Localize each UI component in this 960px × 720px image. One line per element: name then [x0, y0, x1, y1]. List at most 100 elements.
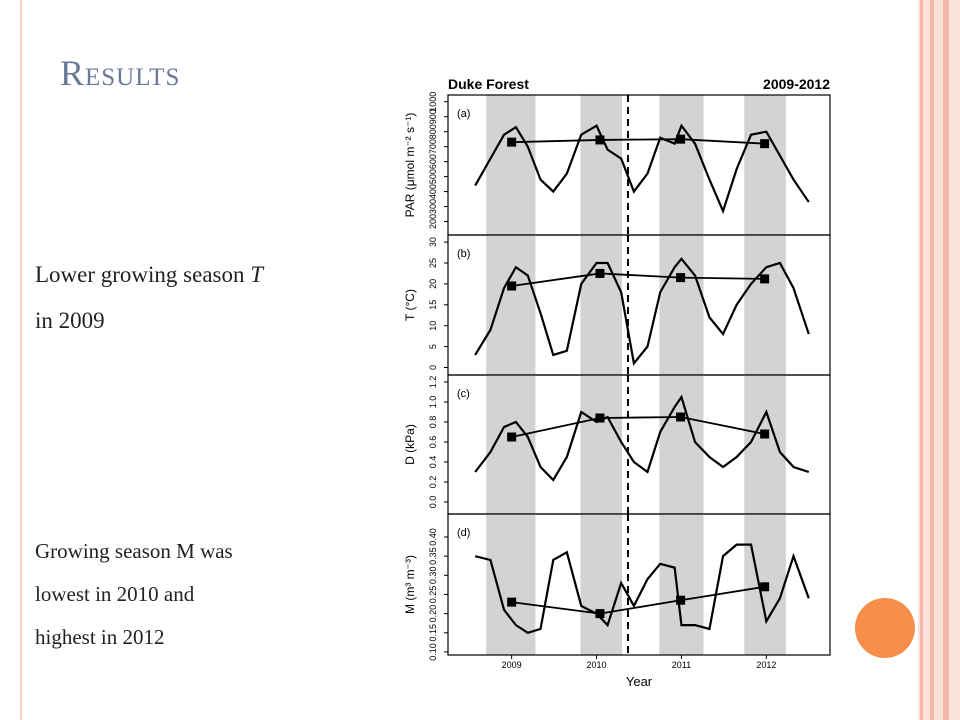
y-tick-label: 10	[428, 321, 438, 331]
y-tick-label: 700	[428, 139, 438, 154]
y-tick-label: 0.25	[428, 586, 438, 604]
y-tick-label: 0.40	[428, 528, 438, 546]
annual-point	[676, 134, 686, 144]
season-band	[580, 235, 623, 375]
annual-point	[595, 609, 605, 619]
annual-point	[760, 429, 770, 439]
season-band	[659, 514, 704, 655]
y-axis-label: M (m³ m⁻³)	[403, 555, 417, 614]
border-stripe	[920, 0, 923, 720]
data-line	[474, 394, 810, 482]
y-tick-label: 30	[428, 237, 438, 247]
accent-circle	[855, 598, 915, 658]
y-tick-label: 0.30	[428, 567, 438, 585]
annual-point	[676, 412, 686, 422]
x-tick-label: 2012	[756, 660, 776, 670]
y-tick-label: 0.15	[428, 624, 438, 642]
y-axis-label: D (kPa)	[403, 424, 417, 465]
y-tick-label: 300	[428, 199, 438, 214]
y-tick-label: 0.8	[428, 416, 438, 429]
y-tick-label: 0.0	[428, 496, 438, 509]
season-band	[744, 235, 786, 375]
border-band	[918, 0, 960, 720]
annual-point	[507, 597, 517, 607]
y-tick-label: 0.10	[428, 643, 438, 661]
panel-label: (d)	[457, 527, 470, 539]
y-tick-label: 5	[428, 344, 438, 349]
y-tick-label: 800	[428, 124, 438, 139]
note-line: in 2009	[35, 308, 105, 333]
note-text: Lower growing season	[35, 262, 251, 287]
note: Growing season M was lowest in 2010 and …	[35, 530, 233, 659]
note-symbol: T	[250, 262, 264, 287]
annual-point	[760, 582, 770, 592]
note-line: highest in 2012	[35, 625, 165, 649]
season-band	[486, 95, 536, 235]
annual-line	[511, 585, 765, 615]
x-axis-label: Year	[626, 674, 653, 689]
annual-point	[507, 281, 517, 291]
season-band	[659, 235, 704, 375]
y-tick-label: 20	[428, 279, 438, 289]
data-line	[474, 257, 810, 366]
y-tick-label: 500	[428, 169, 438, 184]
border-stripe	[943, 0, 949, 720]
y-tick-label: 0.6	[428, 436, 438, 449]
annual-line	[511, 138, 765, 145]
season-band	[580, 375, 623, 514]
y-tick-label: 0.20	[428, 605, 438, 623]
season-band	[659, 95, 704, 235]
panel-frame	[447, 513, 831, 656]
y-tick-label: 0.2	[428, 476, 438, 489]
note-line: Lower growing season T	[35, 252, 263, 298]
season-band	[580, 514, 623, 655]
y-tick-label: 1000	[428, 92, 438, 112]
annual-point	[507, 137, 517, 147]
season-band	[744, 375, 786, 514]
annual-line	[511, 272, 765, 287]
annual-point	[595, 135, 605, 145]
annual-point	[676, 595, 686, 605]
y-tick-label: 1.2	[428, 376, 438, 389]
season-band	[744, 95, 786, 235]
slide-title: Results	[60, 53, 181, 93]
annual-point	[595, 268, 605, 278]
y-tick-label: 600	[428, 154, 438, 169]
y-tick-label: 400	[428, 184, 438, 199]
data-line	[474, 123, 810, 215]
panel-label: (a)	[457, 108, 470, 120]
y-tick-label: 900	[428, 109, 438, 124]
y-tick-label: 0.35	[428, 547, 438, 565]
season-band	[486, 514, 536, 655]
y-tick-label: 25	[428, 258, 438, 268]
y-tick-label: 0.4	[428, 456, 438, 469]
annual-point	[760, 274, 770, 284]
y-tick-label: 15	[428, 300, 438, 310]
annual-point	[760, 139, 770, 149]
annual-point	[676, 273, 686, 283]
border-stripe	[930, 0, 934, 720]
panel-label: (c)	[457, 388, 470, 400]
season-band	[580, 95, 623, 235]
note: Lower growing season T in 2009	[35, 252, 263, 344]
annual-point	[507, 432, 517, 442]
note-line: Growing season M was	[35, 539, 233, 563]
y-tick-label: 0	[428, 365, 438, 370]
panel-label: (b)	[457, 248, 470, 260]
y-tick-label: 200	[428, 214, 438, 229]
note-line: lowest in 2010 and	[35, 582, 195, 606]
x-tick-label: 2011	[672, 660, 691, 670]
x-tick-label: 2009	[502, 660, 522, 670]
annual-point	[595, 413, 605, 423]
data-line	[474, 543, 810, 634]
annual-line	[511, 416, 765, 438]
y-axis-label: PAR (μmol m⁻² s⁻¹)	[403, 113, 417, 218]
figure-title: Duke Forest	[448, 76, 529, 92]
y-axis-label: T (°C)	[403, 289, 417, 321]
frame-line	[20, 0, 22, 720]
y-tick-label: 1.0	[428, 396, 438, 409]
figure-subtitle: 2009-2012	[763, 76, 830, 92]
